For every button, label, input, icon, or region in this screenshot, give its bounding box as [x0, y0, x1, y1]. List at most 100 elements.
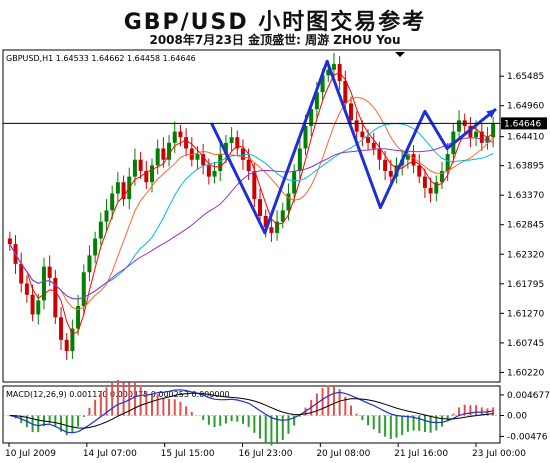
time-tick-label: 15 Jul 15:00: [161, 449, 215, 459]
time-tick-label: 16 Jul 23:00: [239, 449, 293, 459]
moving-average-line: [9, 71, 494, 335]
price-tick-label: 1.63895: [507, 162, 544, 172]
time-tick-label: 10 Jul 2009: [5, 449, 56, 459]
candle-body: [235, 137, 240, 149]
candle-body: [474, 131, 479, 138]
pattern-overlay-group: [210, 59, 497, 235]
candle-body: [326, 69, 331, 76]
candle-body: [144, 170, 149, 183]
candles-group: [7, 52, 496, 361]
time-tick-label: 14 Jul 07:00: [83, 449, 137, 459]
candle-body: [81, 272, 86, 307]
price-tick-label: 1.61795: [507, 280, 544, 290]
candle-body: [240, 148, 245, 160]
candle-body: [263, 216, 268, 228]
macd-signal-line: [9, 392, 494, 429]
moving-averages-group: [9, 71, 494, 335]
candle-body: [383, 159, 388, 171]
candle-body: [110, 193, 115, 211]
time-tick-label: 21 Jul 16:00: [394, 449, 448, 459]
price-tick-label: 1.62320: [507, 250, 544, 260]
candle-body: [269, 227, 274, 233]
candle-body: [354, 120, 359, 132]
chart-title: GBP/USD 小时图交易参考: [123, 10, 427, 35]
macd-tick-label: -0.00476: [507, 432, 548, 442]
candle-body: [280, 210, 285, 222]
candle-body: [229, 137, 234, 143]
candle-body: [388, 170, 393, 177]
candle-body: [47, 266, 52, 278]
candle-body: [252, 170, 257, 200]
candle-body: [132, 159, 137, 177]
candle-body: [246, 159, 251, 171]
macd-tick-label: 0.00: [507, 412, 527, 422]
candle-body: [167, 142, 172, 160]
candle-body: [343, 80, 348, 104]
candle-body: [417, 165, 422, 177]
candle-body: [98, 221, 103, 239]
candle-body: [457, 120, 462, 132]
candle-body: [30, 294, 35, 315]
candle-body: [349, 103, 354, 121]
price-tick-label: 1.64410: [507, 133, 544, 143]
candle-body: [155, 148, 160, 166]
current-price-label: 1.64646: [504, 119, 541, 129]
candle-body: [314, 92, 319, 110]
candle-body: [377, 148, 382, 160]
candle-body: [7, 238, 12, 245]
time-axis-group: 10 Jul 2009 14 Jul 07:00 15 Jul 15:00 16 Ju…: [5, 443, 526, 459]
candle-body: [479, 131, 484, 143]
candle-body: [189, 148, 194, 160]
candle-body: [115, 182, 120, 194]
candle-body: [161, 148, 166, 160]
candle-body: [422, 176, 427, 188]
price-tick-label: 1.64960: [507, 102, 544, 112]
pattern-line: [210, 59, 497, 235]
macd-panel-frame: [2, 385, 501, 444]
price-axis-group: 1.65485 1.64960 1.64410 1.63895 1.63370 1.628…: [3, 72, 547, 378]
candle-body: [258, 199, 263, 216]
price-tick-label: 1.62845: [507, 221, 544, 231]
candle-body: [485, 137, 490, 143]
candle-body: [411, 154, 416, 166]
price-tick-label: 1.61270: [507, 309, 544, 319]
price-tick-label: 1.63370: [507, 191, 544, 201]
candle-body: [439, 170, 444, 183]
candle-body: [184, 137, 189, 149]
candle-body: [149, 165, 154, 183]
candle-body: [309, 109, 314, 126]
candle-body: [138, 159, 143, 171]
candle-body: [172, 131, 177, 143]
candle-body: [405, 154, 410, 160]
candle-body: [206, 165, 211, 177]
candle-body: [445, 154, 450, 171]
candle-body: [292, 170, 297, 194]
candle-body: [70, 328, 75, 352]
current-price-badge: [501, 117, 547, 130]
price-tick-label: 1.65485: [507, 72, 544, 82]
macd-line: [9, 389, 494, 434]
candle-body: [297, 148, 302, 171]
candle-body: [360, 131, 365, 138]
candle-body: [76, 306, 81, 329]
candle-body: [104, 210, 109, 222]
macd-group: 0.004677 0.00 -0.00476: [3, 380, 550, 446]
time-tick-label: 23 Jul 00:00: [472, 449, 526, 459]
arrow-head-icon: [486, 109, 496, 119]
candle-body: [87, 255, 92, 273]
candle-body: [212, 170, 217, 177]
candle-body: [371, 142, 376, 149]
candle-body: [19, 263, 24, 284]
moving-average-line: [9, 137, 494, 300]
chart-subtitle: 2008年7月23日 金顶盛世: 周游 ZHOU You: [149, 33, 401, 47]
window-marker-icon: [395, 52, 405, 57]
moving-average-line: [9, 96, 494, 311]
candle-body: [178, 131, 183, 138]
time-tick-label: 20 Jul 08:00: [316, 449, 370, 459]
candle-body: [41, 266, 46, 301]
candle-body: [201, 154, 206, 166]
candle-body: [275, 221, 280, 233]
candle-body: [24, 283, 29, 295]
candle-body: [59, 317, 64, 340]
candle-body: [303, 125, 308, 149]
